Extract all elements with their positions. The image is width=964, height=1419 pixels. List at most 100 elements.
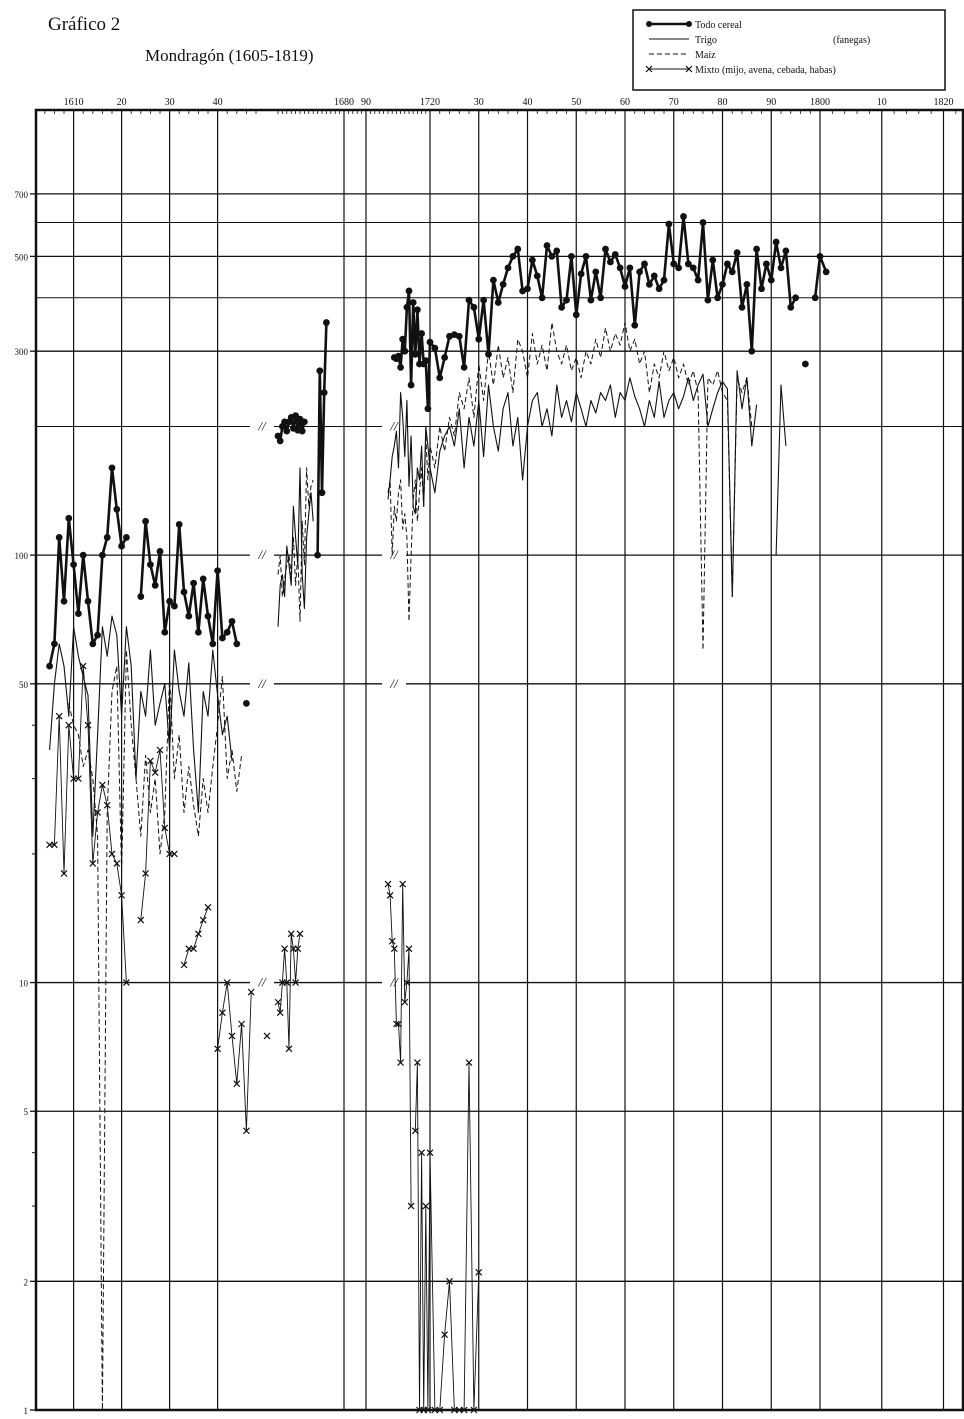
break-gap [250,550,274,561]
data-point-mixto [79,662,87,670]
data-point-mixto [137,916,145,924]
data-point-todo-cereal [548,252,556,260]
data-point-mixto [450,1406,458,1414]
data-point-todo-cereal [171,602,178,610]
break-gap [250,678,274,689]
data-point-todo-cereal [209,640,217,648]
data-point-mixto [60,870,68,877]
x-tick-label: 90 [361,97,371,108]
data-point-todo-cereal [243,699,250,707]
data-point-todo-cereal [801,360,809,368]
data-point-todo-cereal [219,634,226,642]
data-point-todo-cereal [733,249,741,257]
data-point-todo-cereal [314,551,321,559]
axis-break-marker: // [257,676,267,691]
data-point-todo-cereal [767,276,775,284]
data-point-todo-cereal [641,260,648,268]
y-tick-label: 50 [19,680,29,690]
data-point-todo-cereal [645,280,653,288]
data-point-todo-cereal [787,303,795,311]
data-point-mixto [180,961,188,969]
y-tick-label: 500 [15,252,29,262]
data-point-mixto [218,1009,226,1017]
data-point-todo-cereal [753,245,761,253]
data-point-mixto [441,1331,449,1339]
data-point-todo-cereal [185,612,193,620]
data-point-todo-cereal [670,260,678,268]
data-point-mixto [55,712,63,720]
x-tick-label: 40 [213,97,223,108]
data-point-todo-cereal [151,581,159,589]
break-gap [250,977,274,988]
data-point-todo-cereal [89,640,97,648]
data-point-todo-cereal [283,427,291,435]
data-point-mixto [247,988,255,996]
data-point-todo-cereal [597,294,605,302]
data-point-mixto [94,809,102,816]
data-point-todo-cereal [592,268,600,276]
data-point-todo-cereal [738,303,746,311]
data-point-mixto [242,1127,250,1135]
data-point-todo-cereal [79,551,87,559]
series-line-mixto [414,1062,480,1411]
data-point-todo-cereal [137,593,145,600]
legend-label-trigo: Trigo [695,35,717,46]
data-point-todo-cereal [397,363,404,371]
data-point-mixto [296,930,304,938]
data-point-mixto [276,1009,284,1017]
data-point-todo-cereal [631,321,639,329]
series-line-todo-cereal [316,322,328,556]
legend-unit-label: (fanegas) [833,35,870,46]
data-point-todo-cereal [611,251,619,258]
data-point-mixto [460,1406,468,1414]
data-point-mixto [142,870,150,877]
data-point-todo-cereal [582,252,590,260]
data-point-todo-cereal [199,575,207,583]
x-tick-label: 1680 [334,97,354,108]
series-line-trigo [775,384,787,556]
data-point-todo-cereal [567,252,575,260]
data-point-mixto [455,1406,463,1414]
data-point-todo-cereal [777,264,785,272]
data-point-todo-cereal [298,427,306,435]
axis-break-marker: // [257,547,267,562]
data-point-todo-cereal [316,367,324,375]
data-point-todo-cereal [494,299,502,306]
data-point-todo-cereal [504,264,512,272]
data-point-mixto [392,1020,400,1028]
data-point-todo-cereal [782,247,790,255]
data-point-todo-cereal [276,437,284,445]
data-point-mixto [475,1268,483,1276]
data-point-mixto [413,1059,421,1066]
data-point-todo-cereal [822,268,830,276]
data-point-mixto [194,930,202,938]
data-point-todo-cereal [714,294,722,302]
y-tick-label: 2 [24,1277,29,1287]
data-point-todo-cereal [223,628,231,636]
data-point-todo-cereal [660,276,668,284]
data-point-mixto [386,891,394,899]
data-point-mixto [156,746,164,754]
data-point-mixto [418,1149,426,1157]
data-point-mixto [74,775,82,783]
data-point-todo-cereal [480,296,488,304]
data-point-todo-cereal [489,276,497,284]
data-point-mixto [170,850,178,858]
data-point-todo-cereal [723,260,731,268]
data-point-todo-cereal [323,319,330,326]
x-tick-label: 50 [571,97,581,108]
data-point-todo-cereal [108,464,116,472]
axis-break-marker: // [389,418,399,433]
data-point-todo-cereal [636,268,644,276]
x-tick-label: 60 [620,97,630,108]
data-point-mixto [161,824,169,832]
data-point-mixto [146,757,154,765]
data-point-mixto [422,1202,430,1210]
data-point-mixto [233,1080,241,1088]
data-point-mixto [294,945,302,953]
data-point-todo-cereal [123,534,130,541]
data-point-todo-cereal [553,247,561,255]
data-point-mixto [122,979,130,986]
